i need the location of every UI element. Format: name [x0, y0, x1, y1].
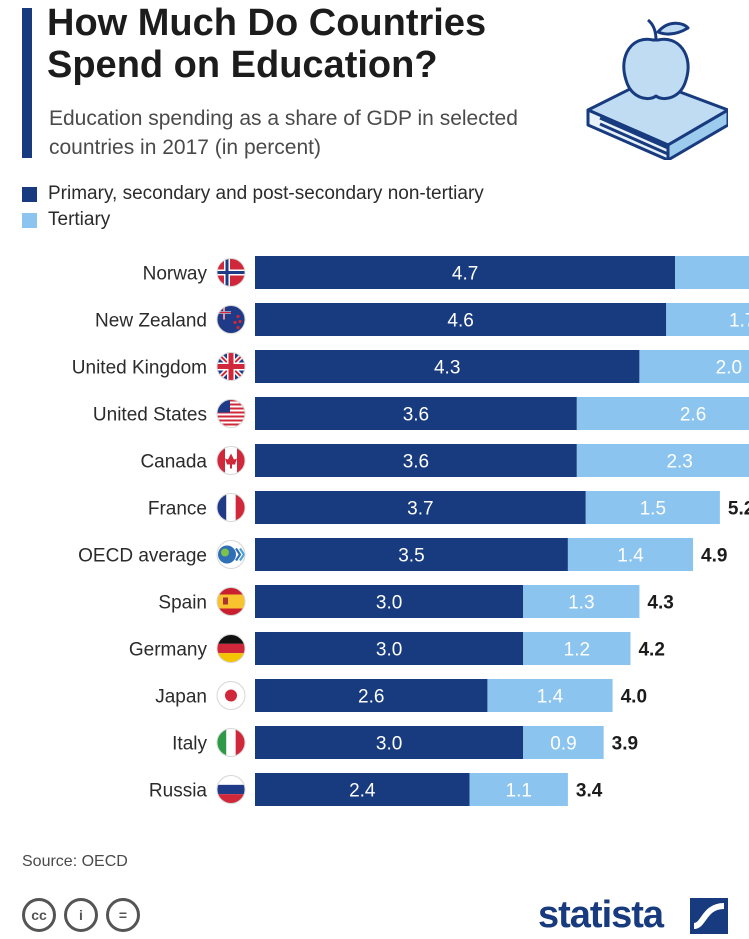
- chart-legend: Primary, secondary and post-secondary no…: [22, 181, 484, 233]
- category-label-new-zealand: New Zealand: [95, 311, 207, 332]
- bar-primary-united-kingdom: [255, 350, 640, 383]
- value-label-primary-united-states: 3.6: [403, 405, 429, 426]
- category-label-oecd-average: OECD average: [78, 546, 207, 567]
- japan-flag: [216, 681, 246, 710]
- category-label-united-kingdom: United Kingdom: [72, 358, 207, 379]
- total-label-germany: 4.2: [638, 640, 664, 661]
- bar-primary-united-states: [255, 397, 577, 430]
- source-note: Source: OECD: [22, 853, 128, 870]
- cc-icon: cc: [22, 898, 56, 932]
- statista-logo-mark-icon: [690, 898, 728, 934]
- category-label-france: France: [148, 499, 207, 520]
- bar-tertiary-united-states: [576, 397, 749, 430]
- value-label-tertiary-canada: 2.3: [666, 452, 692, 473]
- legend-swatch-tertiary: [22, 212, 37, 228]
- title-accent-bar: [22, 8, 32, 158]
- bar-primary-canada: [255, 444, 577, 477]
- no-derivatives-icon: =: [106, 898, 140, 932]
- value-label-primary-united-kingdom: 4.3: [434, 358, 460, 379]
- legend-item-tertiary: Tertiary: [22, 207, 484, 233]
- bar-tertiary-canada: [576, 444, 749, 477]
- bar-primary-italy: [255, 726, 524, 759]
- total-label-italy: 3.9: [612, 734, 638, 755]
- category-label-italy: Italy: [172, 734, 207, 755]
- bar-primary-spain: [255, 585, 524, 618]
- bar-tertiary-norway: [675, 256, 749, 289]
- norway-flag: [216, 258, 246, 287]
- bar-primary-france: [255, 491, 586, 524]
- bar-primary-germany: [255, 632, 524, 665]
- bar-primary-norway: [255, 256, 676, 289]
- value-label-tertiary-russia: 1.1: [506, 781, 532, 802]
- canada-flag: [216, 446, 246, 475]
- value-label-tertiary-oecd-average: 1.4: [617, 546, 644, 567]
- value-label-primary-germany: 3.0: [376, 640, 402, 661]
- category-label-russia: Russia: [149, 781, 208, 802]
- uk-flag: [216, 352, 246, 381]
- chart-title: How Much Do Countries Spend on Education…: [47, 2, 487, 86]
- italy-flag: [216, 728, 246, 757]
- germany-flag: [216, 634, 246, 663]
- legend-label-primary: Primary, secondary and post-secondary no…: [48, 183, 484, 204]
- value-label-primary-new-zealand: 4.6: [447, 311, 473, 332]
- total-label-oecd-average: 4.9: [701, 546, 727, 567]
- value-label-tertiary-italy: 0.9: [550, 734, 576, 755]
- total-label-japan: 4.0: [621, 687, 647, 708]
- bar-tertiary-germany: [523, 632, 631, 665]
- apple-on-book-icon: [586, 18, 728, 160]
- category-label-japan: Japan: [155, 687, 207, 708]
- category-label-canada: Canada: [140, 452, 207, 473]
- value-label-tertiary-japan: 1.4: [537, 687, 564, 708]
- value-label-tertiary-united-kingdom: 2.0: [716, 358, 742, 379]
- attribution-icon: i: [64, 898, 98, 932]
- legend-swatch-primary: [22, 186, 37, 202]
- bar-tertiary-france: [585, 491, 720, 524]
- value-label-primary-oecd-average: 3.5: [398, 546, 424, 567]
- value-label-tertiary-new-zealand: 1.7: [729, 311, 749, 332]
- bar-primary-new-zealand: [255, 303, 667, 336]
- us-flag: [216, 399, 246, 428]
- bar-primary-japan: [255, 679, 488, 712]
- value-label-primary-spain: 3.0: [376, 593, 402, 614]
- value-label-primary-norway: 4.7: [452, 264, 478, 285]
- france-flag: [216, 493, 246, 522]
- legend-item-primary: Primary, secondary and post-secondary no…: [22, 181, 484, 207]
- bar-primary-oecd-average: [255, 538, 568, 571]
- spain-flag: [216, 587, 246, 616]
- value-label-primary-russia: 2.4: [349, 781, 376, 802]
- new-zealand-flag: [216, 305, 246, 334]
- value-label-primary-italy: 3.0: [376, 734, 402, 755]
- total-label-france: 5.2: [728, 499, 749, 520]
- statista-logo-text: statista: [538, 894, 664, 936]
- bar-tertiary-united-kingdom: [639, 350, 749, 383]
- value-label-primary-japan: 2.6: [358, 687, 384, 708]
- bar-tertiary-japan: [487, 679, 613, 712]
- bar-tertiary-russia: [469, 773, 568, 806]
- russia-flag: [216, 775, 246, 804]
- legend-label-tertiary: Tertiary: [48, 209, 111, 230]
- total-label-spain: 4.3: [647, 593, 673, 614]
- category-label-united-states: United States: [93, 405, 207, 426]
- value-label-primary-canada: 3.6: [403, 452, 429, 473]
- value-label-tertiary-france: 1.5: [640, 499, 666, 520]
- license-icons: cc i =: [22, 898, 140, 932]
- category-label-norway: Norway: [143, 264, 208, 285]
- bar-tertiary-italy: [523, 726, 604, 759]
- total-label-russia: 3.4: [576, 781, 603, 802]
- category-label-spain: Spain: [158, 593, 207, 614]
- bar-primary-russia: [255, 773, 470, 806]
- chart-subtitle: Education spending as a share of GDP in …: [49, 107, 518, 159]
- oecd-logo: [216, 540, 246, 569]
- value-label-primary-france: 3.7: [407, 499, 433, 520]
- value-label-tertiary-germany: 1.2: [564, 640, 590, 661]
- bar-tertiary-new-zealand: [666, 303, 749, 336]
- bar-tertiary-spain: [523, 585, 640, 618]
- value-label-tertiary-spain: 1.3: [568, 593, 594, 614]
- value-label-tertiary-united-states: 2.6: [680, 405, 706, 426]
- bar-tertiary-oecd-average: [567, 538, 694, 571]
- category-label-germany: Germany: [129, 640, 208, 661]
